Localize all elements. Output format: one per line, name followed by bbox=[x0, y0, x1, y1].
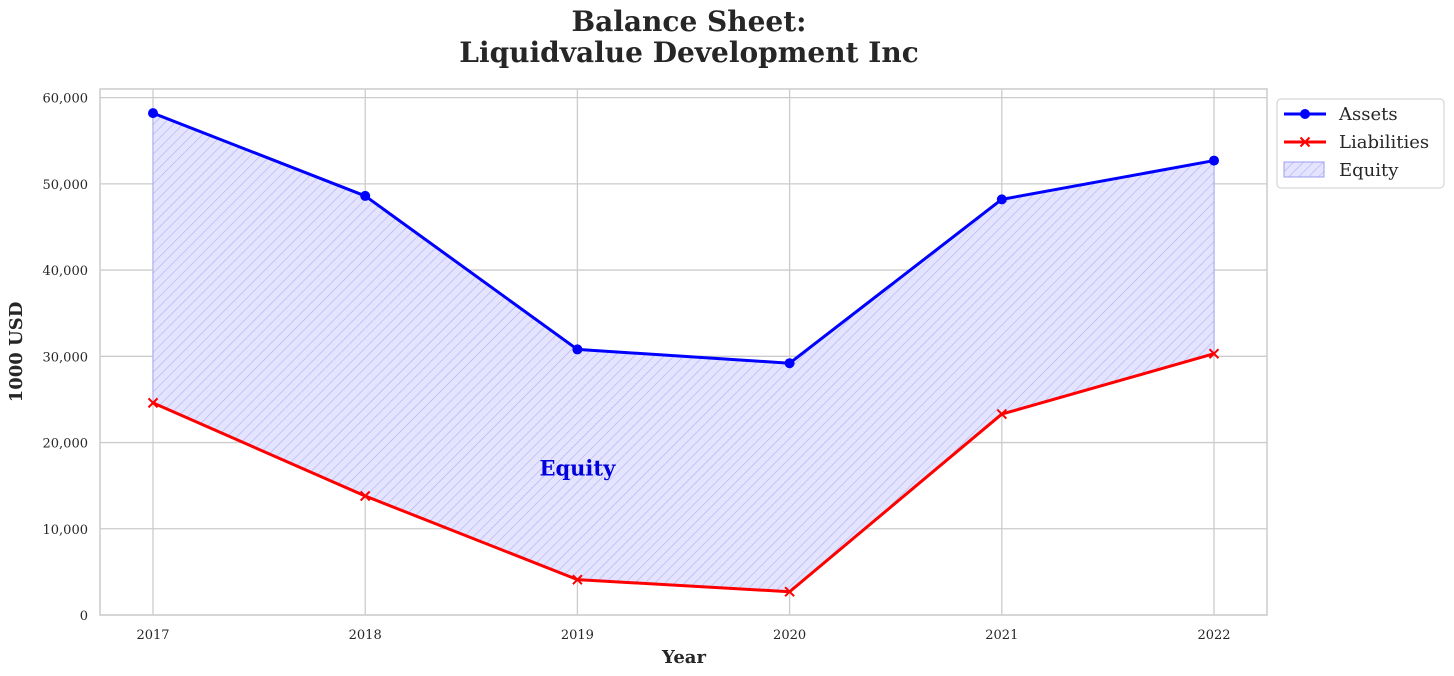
y-tick-label: 60,000 bbox=[43, 92, 89, 107]
series-layer bbox=[147, 108, 1220, 597]
liabilities-line bbox=[152, 352, 1215, 594]
legend-assets-label: Assets bbox=[1338, 104, 1398, 125]
x-tick-label: 2017 bbox=[136, 628, 169, 643]
y-tick-label: 50,000 bbox=[43, 178, 89, 193]
assets-point bbox=[784, 358, 795, 369]
x-tick-label: 2018 bbox=[349, 628, 382, 643]
assets-point bbox=[572, 344, 583, 355]
assets-line bbox=[152, 111, 1215, 365]
legend-equity-label: Equity bbox=[1339, 160, 1399, 181]
y-tick-label: 0 bbox=[80, 609, 88, 624]
assets-point bbox=[1209, 155, 1219, 166]
liabilities-point bbox=[784, 586, 795, 597]
x-tick-label: 2021 bbox=[985, 628, 1018, 643]
y-tick-label: 40,000 bbox=[43, 264, 89, 279]
x-tick-label: 2019 bbox=[561, 628, 594, 643]
liabilities-point bbox=[1208, 348, 1220, 359]
liabilities-point bbox=[996, 408, 1008, 420]
y-axis-ticks: 0 10,000 20,000 30,000 40,000 50,000 60,000 bbox=[43, 92, 89, 624]
assets-point bbox=[996, 194, 1007, 205]
y-axis-label: 1000 USD bbox=[6, 302, 27, 403]
x-axis-label: Year bbox=[661, 647, 706, 668]
chart-subtitle: Liquidvalue Development Inc bbox=[459, 36, 919, 69]
liabilities-point bbox=[359, 490, 371, 502]
x-tick-label: 2022 bbox=[1197, 628, 1230, 643]
chart-title: Balance Sheet: bbox=[571, 5, 806, 38]
liabilities-point bbox=[147, 397, 159, 409]
legend: Assets Liabilities Equity bbox=[1276, 98, 1445, 189]
assets-point bbox=[148, 108, 158, 119]
legend-liabilities-label: Liabilities bbox=[1339, 132, 1429, 153]
plot-frame bbox=[99, 88, 1268, 616]
legend-liabilities-marker bbox=[1299, 136, 1311, 148]
legend-assets-marker bbox=[1300, 109, 1310, 119]
x-tick-label: 2020 bbox=[773, 628, 806, 643]
y-tick-label: 30,000 bbox=[43, 350, 89, 365]
liabilities-point bbox=[572, 574, 583, 585]
y-tick-label: 10,000 bbox=[43, 523, 89, 538]
x-axis-ticks: 2017 2018 2019 2020 2021 2022 bbox=[136, 628, 1230, 643]
equity-annotation: Equity bbox=[539, 455, 616, 480]
y-tick-label: 20,000 bbox=[43, 437, 89, 452]
assets-point bbox=[360, 190, 371, 201]
legend-equity-swatch bbox=[1283, 161, 1325, 178]
